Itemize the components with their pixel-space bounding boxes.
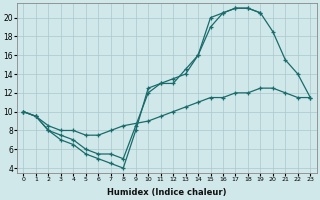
X-axis label: Humidex (Indice chaleur): Humidex (Indice chaleur) — [107, 188, 227, 197]
